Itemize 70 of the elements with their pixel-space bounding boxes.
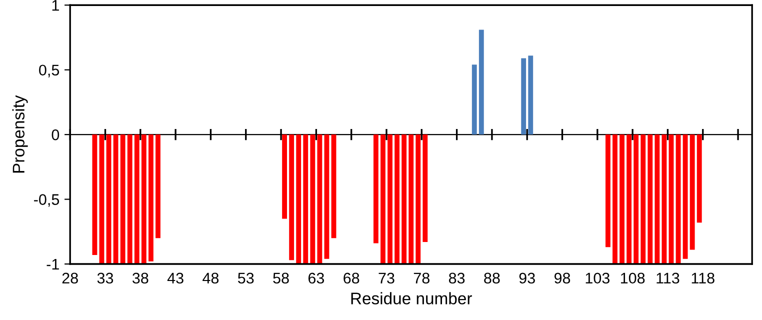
bar <box>99 134 104 264</box>
bar <box>388 134 392 264</box>
x-tick-label: 78 <box>414 272 430 284</box>
bar <box>317 134 322 264</box>
bar <box>408 134 414 264</box>
x-tick-label: 48 <box>202 272 219 284</box>
bar <box>620 134 624 264</box>
bar <box>106 134 112 264</box>
bar <box>690 134 695 250</box>
x-tick-label: 88 <box>484 272 500 284</box>
x-tick-label: 83 <box>448 272 465 284</box>
bar <box>648 134 653 264</box>
x-tick-label: 28 <box>62 272 78 284</box>
bar <box>606 134 610 248</box>
bar <box>676 134 681 264</box>
bar <box>156 134 160 238</box>
x-tick-label: 58 <box>273 272 289 284</box>
bar <box>373 134 378 244</box>
x-tick-label: 53 <box>238 272 254 284</box>
bar <box>634 134 639 264</box>
bar <box>134 134 140 264</box>
bar <box>310 134 316 264</box>
bar <box>113 134 118 264</box>
x-axis-title: Residue number <box>351 292 472 304</box>
bar <box>331 134 336 238</box>
bar <box>662 134 667 264</box>
x-tick-label: 103 <box>586 272 610 284</box>
bar <box>148 134 154 262</box>
bar <box>422 134 428 242</box>
x-tick-label: 68 <box>344 272 360 284</box>
bar <box>394 134 400 264</box>
bar <box>127 134 132 264</box>
x-tick-label: 43 <box>167 272 184 284</box>
x-tick-label: 93 <box>519 272 535 284</box>
x-tick-label: 118 <box>692 272 714 284</box>
bar <box>626 134 632 264</box>
bar <box>521 58 526 135</box>
y-tick-label: -1 <box>46 259 59 270</box>
bar <box>141 134 146 264</box>
bar <box>696 134 702 223</box>
bar <box>528 56 534 135</box>
bar <box>682 134 688 259</box>
bar <box>640 134 646 264</box>
x-tick-label: 73 <box>378 272 394 284</box>
bar <box>380 134 386 264</box>
bar <box>282 134 288 219</box>
bar <box>92 134 98 255</box>
bar <box>654 134 660 264</box>
bar <box>416 134 421 264</box>
bar <box>402 134 407 264</box>
x-tick-label: 33 <box>97 272 114 284</box>
bar <box>478 30 484 135</box>
y-tick-label: 0 <box>52 129 60 140</box>
bar <box>612 134 618 264</box>
bar <box>303 134 308 264</box>
x-tick-label: 38 <box>132 272 148 284</box>
bar <box>668 134 674 264</box>
bar <box>472 64 477 135</box>
x-tick-label: 63 <box>308 272 324 284</box>
y-tick-label: 1 <box>52 0 59 11</box>
x-tick-label: 108 <box>620 272 645 284</box>
bar <box>289 134 294 260</box>
bar <box>296 134 302 264</box>
y-tick-label: 0,5 <box>39 64 60 78</box>
x-tick-label: 98 <box>554 272 570 284</box>
x-tick-label: 113 <box>656 272 680 284</box>
bar <box>324 134 330 259</box>
y-tick-label: -0,5 <box>34 194 60 207</box>
y-axis-title: Propensity <box>12 95 28 173</box>
bar <box>120 134 126 264</box>
